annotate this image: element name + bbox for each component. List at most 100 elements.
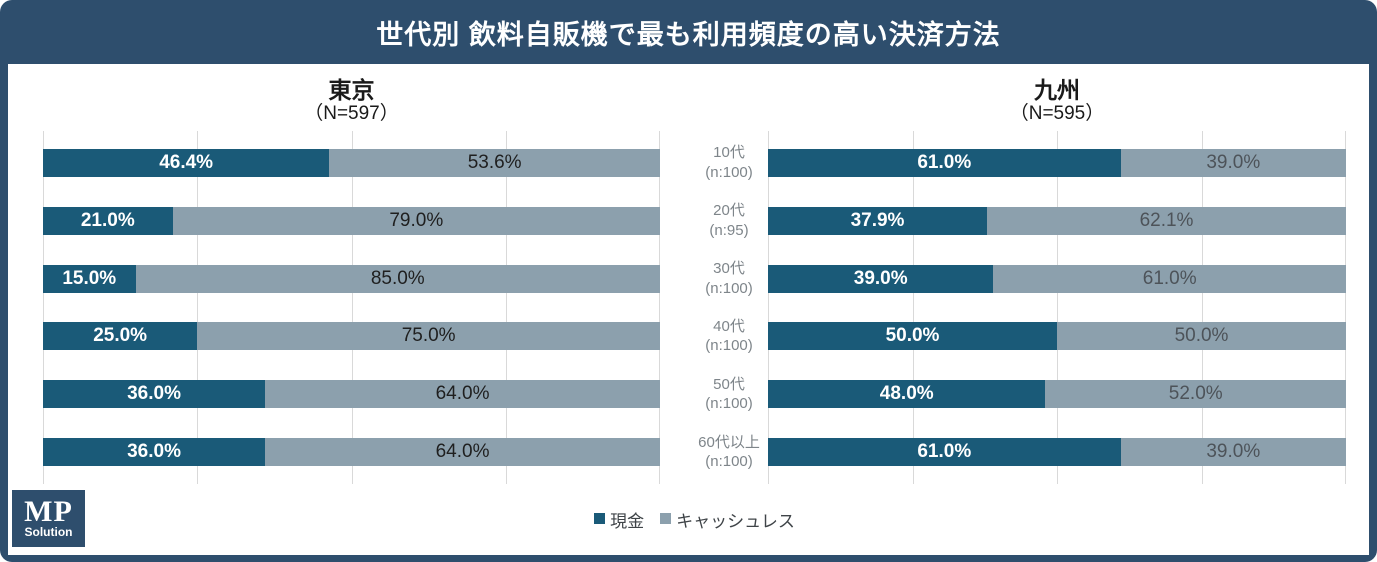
cashless-swatch-icon	[660, 513, 672, 524]
mp-solution-logo: MP Solution	[12, 490, 85, 547]
bar-segment-cash: 61.0%	[768, 438, 1121, 467]
bar-segment-cash: 36.0%	[43, 380, 266, 409]
logo-text-mp: MP	[24, 494, 73, 528]
section-title-kyushu: 九州 （N=595）	[768, 76, 1346, 134]
stacked-bar: 61.0% 39.0%	[768, 148, 1346, 177]
kyushu-label: 九州	[1034, 77, 1080, 103]
cash-value-label: 48.0%	[879, 383, 934, 405]
cashless-value-label: 39.0%	[1206, 151, 1261, 173]
bar-row: 15.0% 85.0%	[43, 250, 660, 308]
bar-segment-cashless: 64.0%	[265, 438, 660, 467]
sample-count-label: (n:100)	[705, 163, 753, 181]
tokyo-label: 東京	[328, 77, 375, 103]
age-group-label: 50代	[713, 375, 745, 393]
stacked-bar: 36.0% 64.0%	[43, 438, 660, 467]
bar-row: 48.0% 52.0%	[768, 365, 1346, 423]
chart-header: 世代別 飲料自販機で最も利用頻度の高い決済方法	[0, 0, 1377, 64]
cashless-value-label: 75.0%	[401, 325, 456, 347]
bar-segment-cashless: 79.0%	[172, 206, 660, 235]
sample-count-label: (n:95)	[709, 221, 749, 239]
cashless-value-label: 52.0%	[1168, 383, 1223, 405]
stacked-bar: 61.0% 39.0%	[768, 438, 1346, 467]
bar-row: 36.0% 64.0%	[43, 365, 660, 423]
cashless-value-label: 79.0%	[389, 209, 444, 231]
category-label: 10代 (n:100)	[690, 134, 768, 192]
bar-row: 61.0% 39.0%	[768, 423, 1346, 481]
category-label: 20代 (n:95)	[690, 192, 768, 250]
chart-canvas: 東京 （N=597） 九州 （N=595） 46.4% 53.6% 21.0% 79.…	[8, 64, 1369, 555]
cash-value-label: 21.0%	[80, 209, 135, 231]
cashless-value-label: 53.6%	[467, 151, 522, 173]
cash-value-label: 61.0%	[917, 441, 972, 463]
cash-value-label: 15.0%	[62, 267, 117, 289]
section-title-tokyo: 東京 （N=597）	[43, 76, 660, 134]
bar-chart-tokyo: 46.4% 53.6% 21.0% 79.0% 15.0% 85.0% 25.0% 75.0%…	[43, 131, 660, 484]
stacked-bar: 46.4% 53.6%	[43, 148, 660, 177]
bar-segment-cashless: 50.0%	[1057, 322, 1346, 351]
category-label: 40代 (n:100)	[690, 307, 768, 365]
bar-row: 46.4% 53.6%	[43, 134, 660, 192]
cashless-value-label: 61.0%	[1142, 267, 1197, 289]
charts-row: 46.4% 53.6% 21.0% 79.0% 15.0% 85.0% 25.0% 75.0%…	[43, 131, 1346, 484]
bar-segment-cash: 37.9%	[768, 206, 988, 235]
cash-value-label: 46.4%	[159, 151, 214, 173]
titles-gap	[660, 76, 768, 134]
bar-segment-cashless: 64.0%	[265, 380, 660, 409]
cash-value-label: 39.0%	[853, 267, 908, 289]
bar-chart-kyushu: 61.0% 39.0% 37.9% 62.1% 39.0% 61.0% 50.0% 50.0%…	[768, 131, 1346, 484]
cash-value-label: 36.0%	[127, 383, 181, 405]
cash-swatch-icon	[594, 513, 606, 524]
bar-segment-cash: 48.0%	[768, 380, 1046, 409]
cash-value-label: 36.0%	[127, 441, 181, 463]
cashless-value-label: 64.0%	[435, 441, 490, 463]
tokyo-sample-size: （N=597）	[304, 103, 399, 125]
legend: 現金 キャッシュレス	[43, 507, 1346, 532]
bar-segment-cash: 39.0%	[768, 264, 994, 293]
legend-item-cashless: キャッシュレス	[660, 507, 795, 532]
bar-segment-cash: 50.0%	[768, 322, 1057, 351]
stacked-bar: 25.0% 75.0%	[43, 322, 660, 351]
legend-label-cashless: キャッシュレス	[676, 512, 795, 531]
legend-item-cash: 現金	[594, 507, 644, 532]
stacked-bar: 15.0% 85.0%	[43, 264, 660, 293]
cash-value-label: 37.9%	[850, 209, 905, 231]
stacked-bar: 36.0% 64.0%	[43, 380, 660, 409]
page-title: 世代別 飲料自販機で最も利用頻度の高い決済方法	[376, 19, 1001, 50]
bar-segment-cash: 25.0%	[43, 322, 198, 351]
sample-count-label: (n:100)	[705, 279, 753, 297]
cash-value-label: 61.0%	[917, 151, 972, 173]
bar-segment-cash: 21.0%	[43, 206, 173, 235]
age-group-label: 10代	[713, 144, 745, 162]
age-group-label: 60代以上	[698, 433, 760, 451]
sample-count-label: (n:100)	[705, 453, 753, 471]
bar-segment-cash: 36.0%	[43, 438, 266, 467]
bar-row: 50.0% 50.0%	[768, 307, 1346, 365]
category-labels: 10代 (n:100) 20代 (n:95) 30代 (n:100) 40代 (n:100) 5…	[660, 134, 768, 481]
bar-row: 25.0% 75.0%	[43, 307, 660, 365]
bar-segment-cashless: 53.6%	[329, 148, 660, 177]
bar-row: 21.0% 79.0%	[43, 192, 660, 250]
bar-segment-cashless: 61.0%	[993, 264, 1346, 293]
bar-row: 61.0% 39.0%	[768, 134, 1346, 192]
sample-count-label: (n:100)	[705, 395, 753, 413]
cash-value-label: 50.0%	[885, 325, 940, 347]
kyushu-sample-size: （N=595）	[1009, 103, 1105, 125]
sample-count-label: (n:100)	[705, 337, 753, 355]
cashless-value-label: 64.0%	[435, 383, 490, 405]
stacked-bar: 37.9% 62.1%	[768, 206, 1346, 235]
bar-segment-cashless: 62.1%	[987, 206, 1346, 235]
bar-segment-cash: 46.4%	[43, 148, 330, 177]
stacked-bar: 21.0% 79.0%	[43, 206, 660, 235]
stacked-bar: 39.0% 61.0%	[768, 264, 1346, 293]
age-group-label: 40代	[713, 317, 745, 335]
category-label: 60代以上 (n:100)	[690, 423, 768, 481]
logo-text-solution: Solution	[24, 525, 73, 540]
cashless-value-label: 62.1%	[1139, 209, 1194, 231]
bar-segment-cashless: 85.0%	[135, 264, 660, 293]
legend-label-cash: 現金	[610, 512, 645, 531]
cashless-value-label: 50.0%	[1174, 325, 1229, 347]
age-group-label: 30代	[713, 260, 745, 278]
stacked-bar: 50.0% 50.0%	[768, 322, 1346, 351]
cashless-value-label: 39.0%	[1206, 441, 1261, 463]
